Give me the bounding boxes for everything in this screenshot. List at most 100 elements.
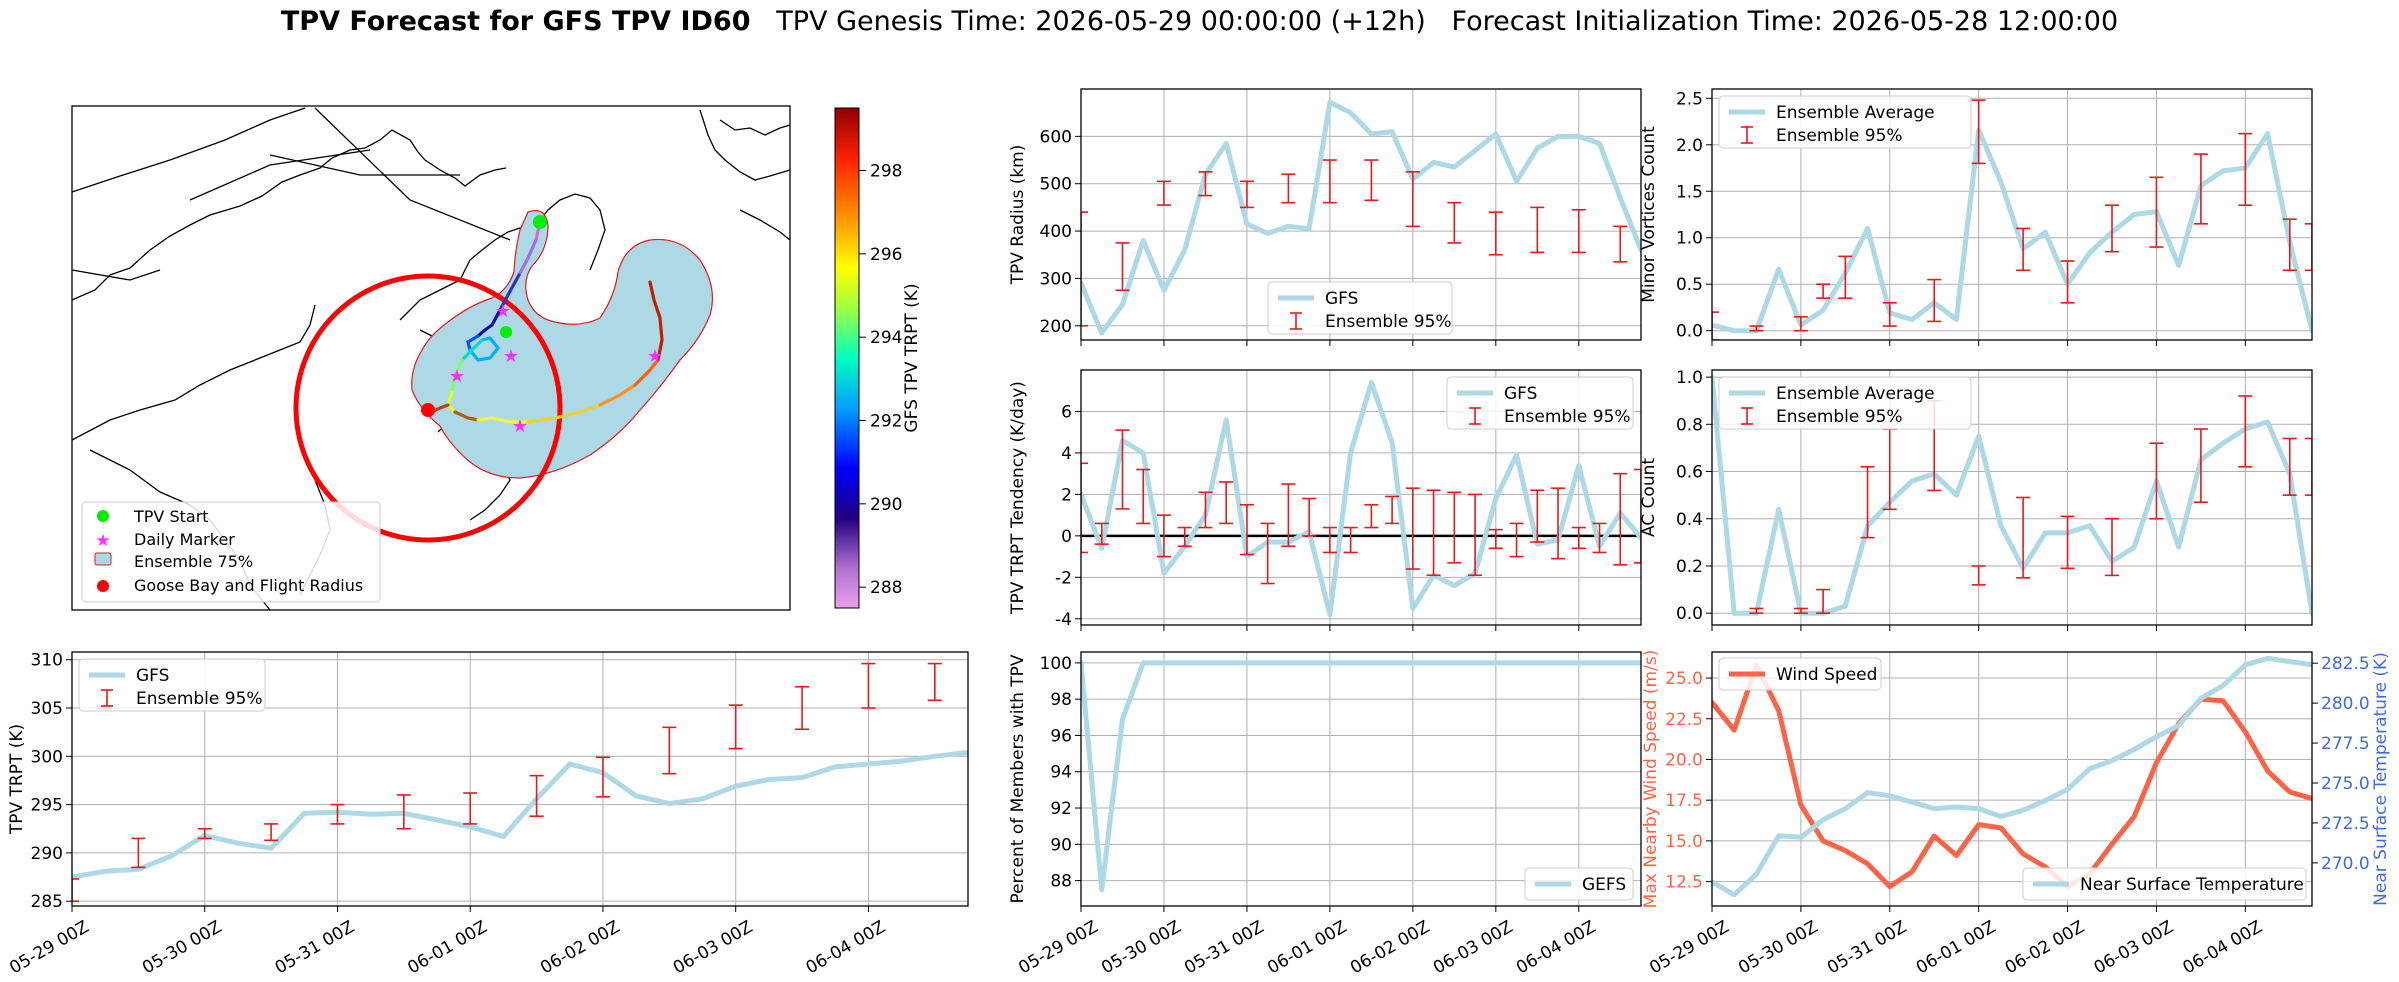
- ytick-label-trpt-1: 290: [31, 844, 63, 864]
- xtick-label-trpt-3: 06-01 00Z: [404, 917, 490, 978]
- ytick-right-label-4: 280.0: [2321, 694, 2370, 714]
- ytick-label-minor-4: 2.0: [1676, 136, 1703, 156]
- figure-title: TPV Forecast for GFS TPV ID60 TPV Genesi…: [0, 6, 2399, 37]
- series-wind_temp-0: [1712, 662, 2312, 889]
- ytick-label-radius-2: 400: [1040, 222, 1072, 242]
- xtick-label-wind_temp-6: 06-04 00Z: [2180, 917, 2266, 978]
- legend-radius: GFS Ensemble 95%: [1267, 281, 1453, 335]
- ytick-label-members-6: 100: [1040, 654, 1072, 674]
- series-members-0: [1081, 660, 1641, 893]
- xtick-label-trpt-5: 06-03 00Z: [670, 917, 756, 978]
- plot-members: [1081, 660, 1641, 893]
- xtick-label-wind_temp-5: 06-03 00Z: [2091, 917, 2177, 978]
- ytick-label-ac-2: 0.4: [1676, 510, 1703, 530]
- ytick-label-ac-3: 0.6: [1676, 463, 1703, 483]
- series-minor-0: [1712, 127, 2312, 334]
- legend-box-ac: [1718, 376, 1972, 430]
- ytick-right-label-3: 277.5: [2321, 734, 2370, 754]
- ytick-label-members-4: 96: [1050, 726, 1072, 746]
- series-ac-0: [1712, 374, 2312, 616]
- xtick-label-wind_temp-1: 05-30 00Z: [1735, 917, 1821, 978]
- ytick-label-wind_temp-0: 12.5: [1665, 873, 1703, 893]
- ytick-label-ac-1: 0.2: [1676, 557, 1703, 577]
- legend-box-trpt: [78, 658, 266, 712]
- frame-wind_temp: [1711, 651, 2313, 907]
- chart-tendency: -4 -2 0 2 4 6 TPV TRPT Tendency (K/day) GFS Ense…: [1008, 369, 1642, 631]
- ytick-label-members-2: 92: [1050, 799, 1072, 819]
- legend-temp: Near Surface Temperature: [2022, 867, 2307, 901]
- ylabel-radius: TPV Radius (km): [1008, 145, 1028, 286]
- xtick-label-trpt-4: 06-02 00Z: [537, 917, 623, 978]
- ytick-label-radius-0: 200: [1040, 317, 1072, 337]
- ytick-label-wind_temp-4: 22.5: [1665, 710, 1703, 730]
- ytick-label-tendency-5: 6: [1061, 402, 1072, 422]
- xtick-label-members-2: 05-31 00Z: [1181, 917, 1267, 978]
- ytick-right-label-2: 275.0: [2321, 774, 2370, 794]
- ytick-label-wind_temp-2: 17.5: [1665, 791, 1703, 811]
- ytick-right-label-5: 282.5: [2321, 654, 2370, 674]
- legend-temp-label: Near Surface Temperature: [2080, 875, 2304, 895]
- legend-ac: Ensemble Average Ensemble 95%: [1718, 376, 1972, 430]
- frame-tendency: [1080, 369, 1642, 626]
- legend-label-ac-1: Ensemble 95%: [1776, 407, 1903, 427]
- frame-minor: [1711, 88, 2313, 341]
- ytick-label-minor-0: 0.0: [1676, 322, 1703, 342]
- xtick-label-members-3: 06-01 00Z: [1264, 917, 1350, 978]
- ylabel-trpt: TPV TRPT (K): [7, 724, 27, 835]
- ytick-label-members-1: 90: [1050, 835, 1072, 855]
- series-tendency-0: [1081, 379, 1641, 618]
- ytick-label-radius-3: 500: [1040, 175, 1072, 195]
- ytick-label-ac-4: 0.8: [1676, 415, 1703, 435]
- ytick-label-tendency-2: 0: [1061, 527, 1072, 547]
- xtick-label-wind_temp-4: 06-02 00Z: [2002, 917, 2088, 978]
- ytick-label-trpt-4: 305: [31, 699, 63, 719]
- ytick-label-members-5: 98: [1050, 690, 1072, 710]
- ytick-label-tendency-1: -2: [1055, 568, 1072, 588]
- ytick-label-tendency-0: -4: [1055, 610, 1072, 630]
- chart-ac: 0.0 0.2 0.4 0.6 0.8 1.0 AC Count Ensemble Avera…: [1639, 368, 2313, 631]
- plot-radius: [1081, 99, 1641, 336]
- legend-box-radius: [1267, 281, 1453, 335]
- legend-label-tendency-0: GFS: [1504, 384, 1537, 404]
- ytick-label-members-3: 94: [1050, 763, 1072, 783]
- frame-radius: [1080, 88, 1642, 341]
- legend-box-members: [1524, 867, 1634, 901]
- xtick-label-trpt-0: 05-29 00Z: [6, 917, 92, 978]
- ylabel-tendency: TPV TRPT Tendency (K/day): [1008, 381, 1028, 615]
- xtick-label-members-4: 06-02 00Z: [1347, 917, 1433, 978]
- ytick-label-trpt-2: 295: [31, 796, 63, 816]
- plot-minor: [1712, 99, 2312, 340]
- legend-label-radius-1: Ensemble 95%: [1325, 312, 1452, 332]
- xtick-label-wind_temp-2: 05-31 00Z: [1824, 917, 1910, 978]
- plot-ac: [1712, 374, 2312, 616]
- ytick-label-minor-5: 2.5: [1676, 89, 1703, 109]
- legend-temp-box: [2022, 867, 2307, 901]
- series-radius-0: [1081, 99, 1641, 336]
- legend-trpt: GFS Ensemble 95%: [78, 658, 266, 712]
- legend-label-tendency-1: Ensemble 95%: [1504, 407, 1631, 427]
- ytick-label-trpt-0: 285: [31, 892, 63, 912]
- legend-box-minor: [1718, 95, 1972, 149]
- ytick-label-minor-1: 0.5: [1676, 275, 1703, 295]
- ytick-label-radius-4: 600: [1040, 127, 1072, 147]
- ytick-label-wind_temp-5: 25.0: [1665, 669, 1703, 689]
- ytick-label-wind_temp-3: 20.0: [1665, 750, 1703, 770]
- ytick-label-minor-3: 1.5: [1676, 182, 1703, 202]
- legend-label-minor-0: Ensemble Average: [1776, 103, 1935, 123]
- ytick-right-label-0: 270.0: [2321, 854, 2370, 874]
- plot-wind_temp: [1712, 655, 2312, 898]
- xtick-label-wind_temp-0: 05-29 00Z: [1646, 917, 1732, 978]
- ytick-label-wind_temp-1: 15.0: [1665, 832, 1703, 852]
- xtick-label-trpt-1: 05-30 00Z: [139, 917, 225, 978]
- legend-box-tendency: [1446, 376, 1634, 430]
- chart-trpt: 285 290 295 300 305 310 05-29 00Z 05-30 00Z 05-3…: [6, 651, 969, 978]
- series-wind_temp-1: [1712, 655, 2312, 898]
- legend-label-minor-1: Ensemble 95%: [1776, 126, 1903, 146]
- frame-ac: [1711, 369, 2313, 626]
- frame-trpt: [71, 651, 969, 907]
- xtick-label-wind_temp-3: 06-01 00Z: [1913, 917, 1999, 978]
- ytick-label-members-0: 88: [1050, 872, 1072, 892]
- xtick-label-members-6: 06-04 00Z: [1513, 917, 1599, 978]
